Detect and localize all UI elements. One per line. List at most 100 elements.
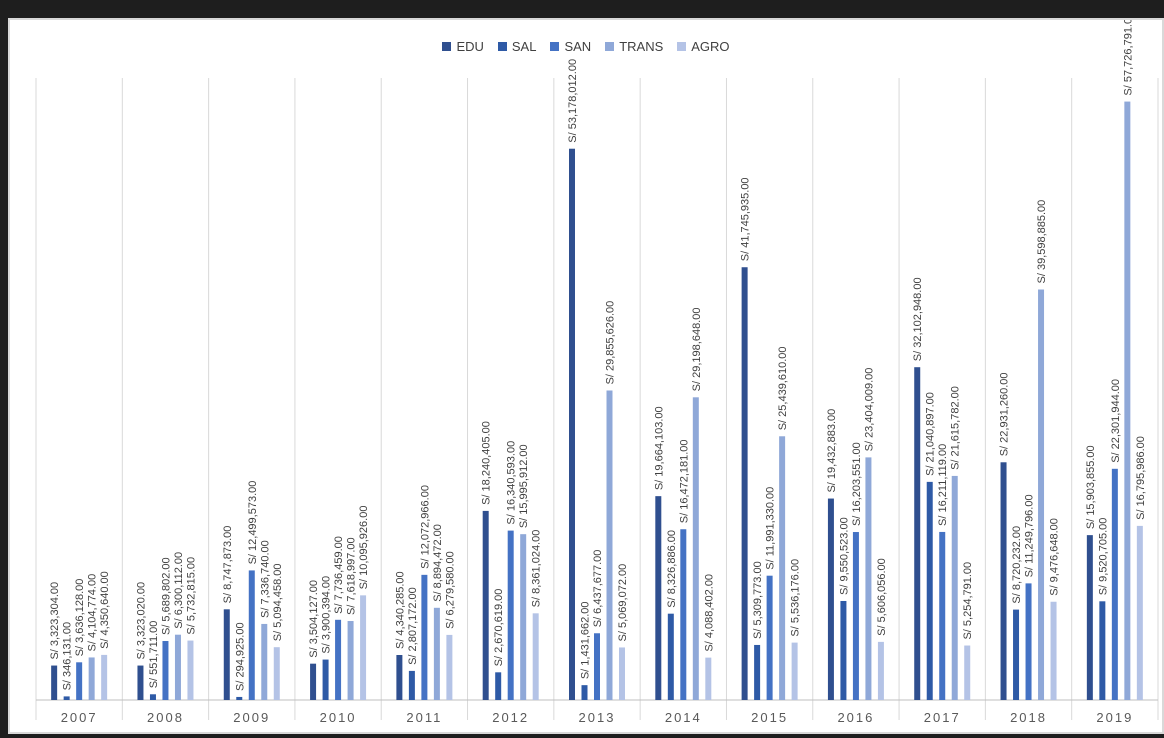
data-label: S/ 3,323,304.00 [49, 582, 61, 660]
x-tick-label: 2018 [1010, 710, 1047, 725]
x-tick-label: 2016 [837, 710, 874, 725]
bar-edu-2018 [1000, 462, 1007, 700]
x-tick-label: 2009 [233, 710, 270, 725]
data-label: S/ 12,499,573.00 [247, 481, 259, 565]
data-label: S/ 21,040,897.00 [925, 392, 937, 476]
data-label: S/ 6,300,112.00 [173, 552, 185, 629]
data-label: S/ 346,131.00 [62, 622, 74, 691]
x-tick-label: 2010 [320, 710, 357, 725]
data-label: S/ 4,350,640.00 [99, 571, 111, 649]
bar-sal-2010 [322, 659, 329, 700]
data-label: S/ 3,504,127.00 [308, 580, 320, 658]
bar-agro-2013 [619, 647, 625, 700]
bar-san-2015 [766, 575, 773, 700]
bar-san-2017 [939, 531, 946, 700]
data-label: S/ 5,254,791.00 [962, 562, 974, 640]
legend-swatch [677, 41, 687, 51]
data-label: S/ 29,198,648.00 [691, 308, 703, 392]
bar-trans-2015 [779, 436, 786, 700]
bar-trans-2007 [88, 657, 95, 700]
data-label: S/ 1,431,662.00 [580, 601, 592, 679]
legend-item-san: SAN [550, 36, 591, 56]
data-label: S/ 5,094,458.00 [272, 563, 284, 641]
bar-agro-2007 [101, 654, 108, 700]
data-label: S/ 8,361,024.00 [531, 530, 543, 608]
bar-edu-2008 [137, 665, 144, 700]
data-label: S/ 19,664,103.00 [653, 406, 665, 490]
bar-trans-2018 [1038, 289, 1045, 700]
data-label: S/ 9,520,705.00 [1097, 518, 1109, 596]
data-label: S/ 2,807,172.00 [407, 587, 419, 665]
bar-edu-2010 [310, 663, 317, 700]
legend-item-trans: TRANS [605, 36, 663, 56]
data-label: S/ 32,102,948.00 [912, 277, 924, 361]
data-label: S/ 6,437,677.00 [592, 550, 604, 628]
chart-plot: S/ 3,323,304.00 S/ 346,131.00 S/ 3,636,128… [35, 20, 1159, 725]
bar-trans-2008 [174, 634, 181, 700]
bar-sal-2008 [149, 694, 156, 700]
bar-sal-2009 [236, 696, 243, 700]
data-label: S/ 39,598,885.00 [1036, 200, 1048, 284]
data-label: S/ 8,747,873.00 [222, 526, 234, 604]
x-tick-label: 2007 [61, 710, 98, 725]
legend-swatch [605, 41, 615, 51]
data-label: S/ 21,615,782.00 [950, 386, 962, 470]
x-tick-label: 2019 [1096, 710, 1133, 725]
bar-agro-2008 [187, 640, 194, 700]
bar-san-2008 [162, 641, 169, 700]
bar-sal-2012 [495, 672, 502, 700]
data-label: S/ 8,894,472.00 [432, 524, 444, 602]
x-tick-label: 2013 [579, 710, 616, 725]
bar-trans-2019 [1124, 101, 1131, 700]
legend-item-agro: AGRO [677, 36, 730, 56]
legend-item-sal: SAL [497, 36, 536, 56]
bar-san-2009 [248, 570, 255, 700]
legend-label: SAN [564, 38, 592, 54]
data-label: S/ 5,309,773.00 [752, 561, 764, 639]
data-label: S/ 4,340,285.00 [394, 571, 406, 649]
bar-trans-2014 [692, 397, 699, 700]
data-label: S/ 16,472,181.00 [678, 439, 690, 523]
bar-agro-2009 [273, 647, 280, 700]
bar-edu-2014 [655, 496, 662, 700]
data-label: S/ 41,745,935.00 [740, 177, 752, 261]
legend-label: AGRO [691, 38, 730, 54]
bar-agro-2011 [446, 634, 453, 700]
bar-san-2007 [76, 662, 83, 700]
data-label: S/ 7,736,459.00 [333, 536, 345, 614]
bar-san-2011 [421, 574, 428, 700]
data-label: S/ 11,991,330.00 [765, 487, 777, 570]
bar-agro-2015 [791, 642, 798, 700]
data-label: S/ 5,732,815.00 [185, 557, 197, 635]
data-label: S/ 7,618,997.00 [346, 537, 358, 615]
bar-agro-2014 [705, 657, 712, 700]
bar-agro-2018 [1050, 601, 1057, 700]
bar-trans-2013 [606, 390, 613, 700]
data-label: S/ 7,336,740.00 [259, 540, 271, 618]
data-label: S/ 3,636,128.00 [74, 579, 86, 657]
bar-trans-2011 [433, 607, 440, 700]
bar-sal-2017 [926, 481, 933, 700]
data-label: S/ 23,404,009.00 [863, 368, 875, 452]
bar-edu-2009 [223, 609, 230, 700]
data-label: S/ 25,439,610.00 [777, 346, 789, 430]
data-label: S/ 8,326,886.00 [666, 530, 678, 608]
data-label: S/ 16,340,593.00 [506, 441, 518, 525]
bar-agro-2010 [360, 595, 367, 700]
bar-san-2019 [1111, 468, 1118, 700]
bar-sal-2016 [840, 600, 847, 700]
data-label: S/ 3,900,394.00 [321, 576, 333, 654]
data-label: S/ 9,550,523.00 [838, 517, 850, 595]
bar-edu-2017 [914, 367, 921, 700]
data-label: S/ 9,476,648.00 [1049, 518, 1061, 596]
bar-san-2016 [852, 532, 859, 700]
bar-agro-2016 [877, 641, 884, 700]
bar-sal-2019 [1099, 601, 1106, 700]
data-label: S/ 2,670,619.00 [493, 589, 505, 667]
data-label: S/ 29,855,626.00 [605, 301, 617, 385]
x-tick-label: 2017 [924, 710, 961, 725]
bar-edu-2016 [827, 498, 834, 700]
data-label: S/ 5,536,176.00 [790, 559, 802, 637]
bar-edu-2019 [1086, 535, 1093, 700]
x-tick-label: 2012 [492, 710, 529, 725]
